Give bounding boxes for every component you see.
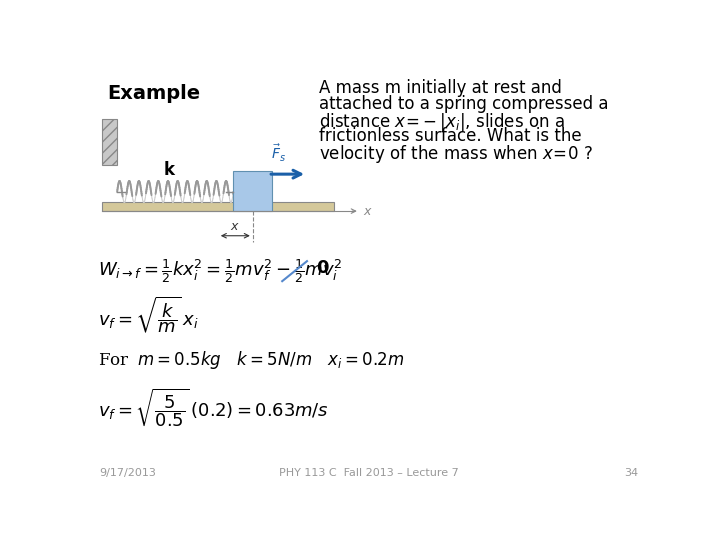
Text: attached to a spring compressed a: attached to a spring compressed a [319,95,608,113]
Text: 34: 34 [624,468,639,478]
Text: frictionless surface. What is the: frictionless surface. What is the [319,127,581,145]
Text: 9/17/2013: 9/17/2013 [99,468,156,478]
Text: $v_f = \sqrt{\dfrac{k}{m}}\,x_i$: $v_f = \sqrt{\dfrac{k}{m}}\,x_i$ [98,295,199,335]
Text: k: k [163,161,175,179]
Text: A mass m initially at rest and: A mass m initially at rest and [319,79,562,97]
Text: $\vec{F}_s$: $\vec{F}_s$ [271,143,286,164]
Text: $x$: $x$ [363,205,373,218]
Text: PHY 113 C  Fall 2013 – Lecture 7: PHY 113 C Fall 2013 – Lecture 7 [279,468,459,478]
Text: For $\;m = 0.5kg\quad k = 5N/m\quad x_i = 0.2m$: For $\;m = 0.5kg\quad k = 5N/m\quad x_i … [98,349,404,370]
Bar [102,202,334,211]
Text: 0: 0 [316,259,329,277]
Bar [102,119,117,165]
Text: $x$: $x$ [230,220,240,233]
Text: Example: Example [107,84,200,103]
Text: $v_f = \sqrt{\dfrac{5}{0.5}}\,(0.2) = 0.63m/s$: $v_f = \sqrt{\dfrac{5}{0.5}}\,(0.2) = 0.… [98,386,329,429]
Text: $W_{i\rightarrow f} = \frac{1}{2}kx_i^2 = \frac{1}{2}mv_f^2 - \frac{1}{2}mv_i^2$: $W_{i\rightarrow f} = \frac{1}{2}kx_i^2 … [98,257,342,285]
Text: distance $\mathbf{\mathit{x}}\!=\!-|\mathbf{\mathit{x}}_{\mathbf{\mathit{i}}}|$,: distance $\mathbf{\mathit{x}}\!=\!-|\mat… [319,111,564,133]
Bar [233,171,272,211]
Text: velocity of the mass when $\mathbf{\mathit{x}}\!=\!0$ ?: velocity of the mass when $\mathbf{\math… [319,143,593,165]
